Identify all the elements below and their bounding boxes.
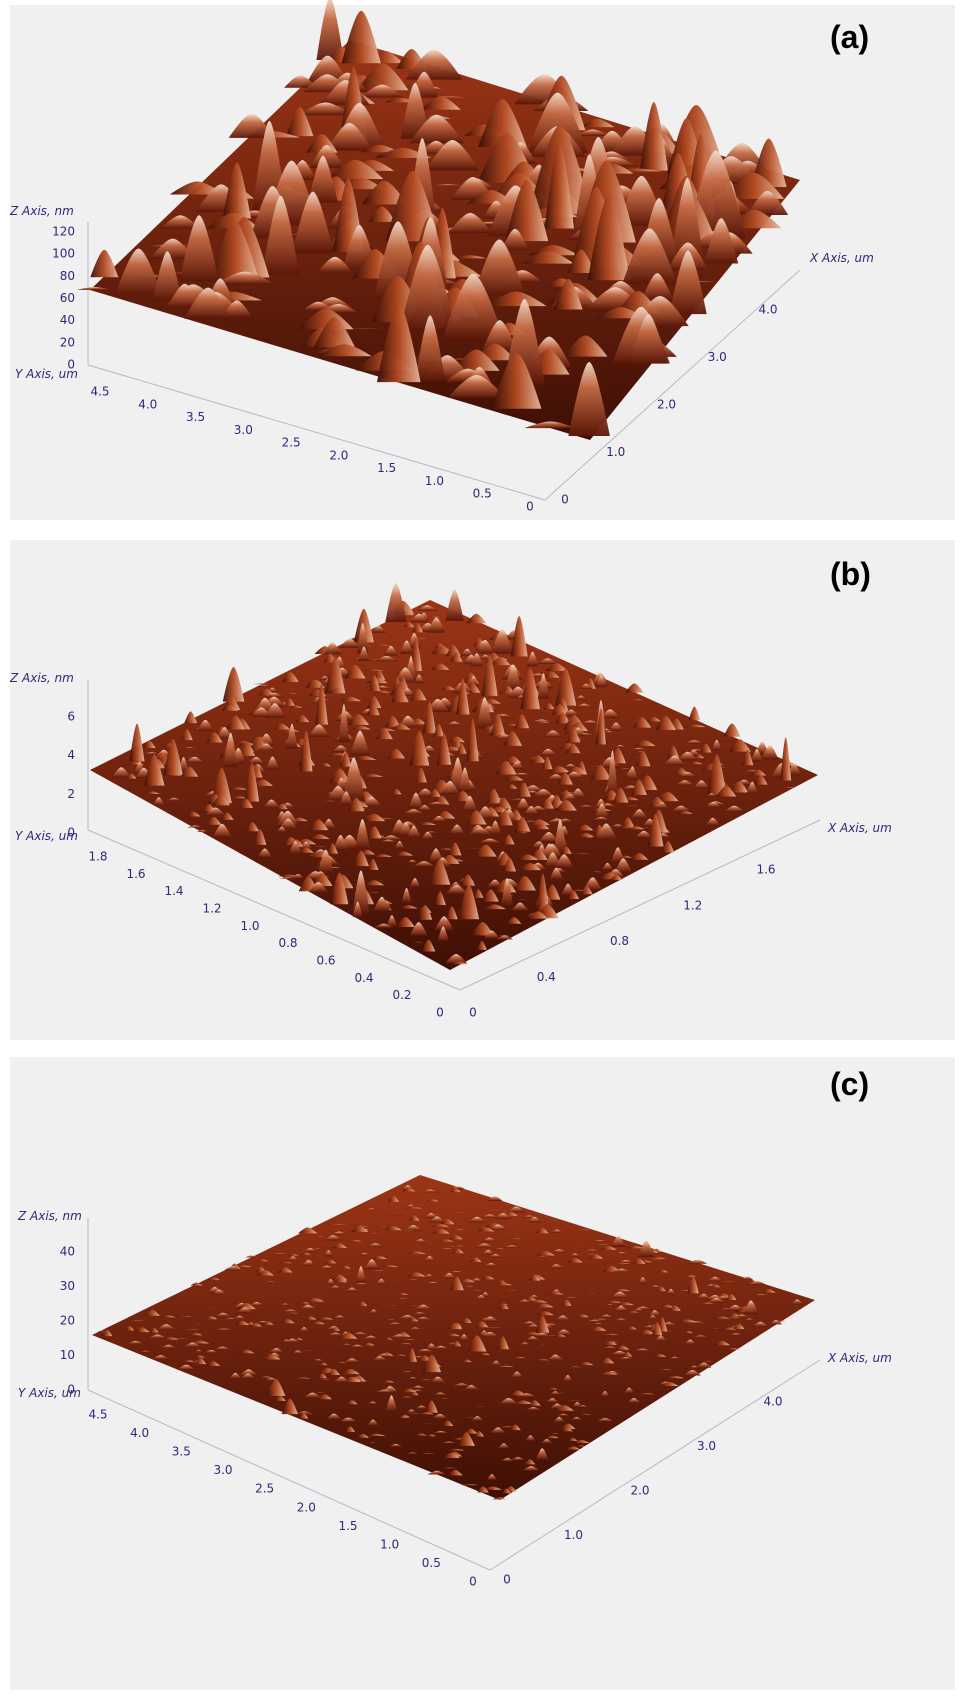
z-tick-label: 10 xyxy=(60,1348,75,1362)
y-axis-title: Y Axis, um xyxy=(15,367,78,381)
x-tick-label: 0.8 xyxy=(610,934,629,948)
y-axis-title: Y Axis, um xyxy=(15,829,78,843)
x-tick-label: 0 xyxy=(469,1006,477,1020)
z-tick-label: 2 xyxy=(67,787,75,801)
y-tick-label: 4.5 xyxy=(88,1408,107,1422)
y-tick-label: 0 xyxy=(526,500,534,514)
y-tick-label: 1.5 xyxy=(377,461,396,475)
x-tick-label: 2.0 xyxy=(657,398,676,412)
z-tick-label: 100 xyxy=(52,247,75,261)
z-tick-label: 80 xyxy=(60,269,75,283)
z-tick-label: 6 xyxy=(67,710,75,724)
x-tick-label: 0 xyxy=(561,493,569,507)
y-tick-label: 1.6 xyxy=(126,867,145,881)
y-tick-label: 2.0 xyxy=(329,448,348,462)
y-tick-label: 3.0 xyxy=(234,423,253,437)
panel-label: (c) xyxy=(830,1066,869,1102)
z-tick-label: 120 xyxy=(52,225,75,239)
x-tick-label: 0 xyxy=(503,1573,511,1587)
x-tick-label: 2.0 xyxy=(630,1484,649,1498)
z-tick-label: 20 xyxy=(60,335,75,349)
x-tick-label: 0.4 xyxy=(537,970,556,984)
panel-label: (a) xyxy=(830,19,869,55)
y-tick-label: 0.6 xyxy=(316,954,335,968)
z-axis-title: Z Axis, nm xyxy=(9,671,74,685)
y-tick-label: 3.5 xyxy=(186,410,205,424)
z-tick-label: 4 xyxy=(67,748,75,762)
y-tick-label: 1.4 xyxy=(164,884,183,898)
x-axis-title: X Axis, um xyxy=(809,251,874,265)
z-tick-label: 60 xyxy=(60,291,75,305)
x-tick-label: 4.0 xyxy=(763,1395,782,1409)
y-tick-label: 4.5 xyxy=(90,385,109,399)
page: 0204060801001204.54.03.53.02.52.01.51.00… xyxy=(0,0,962,1696)
z-axis-title: Z Axis, nm xyxy=(9,204,74,218)
x-tick-label: 1.2 xyxy=(683,898,702,912)
z-tick-label: 30 xyxy=(60,1279,75,1293)
x-axis-title: X Axis, um xyxy=(827,821,892,835)
y-tick-label: 1.0 xyxy=(380,1537,399,1551)
y-tick-label: 2.0 xyxy=(297,1500,316,1514)
y-tick-label: 3.5 xyxy=(172,1445,191,1459)
y-tick-label: 1.2 xyxy=(202,902,221,916)
x-tick-label: 1.0 xyxy=(564,1528,583,1542)
y-tick-label: 2.5 xyxy=(282,436,301,450)
y-tick-label: 1.8 xyxy=(88,850,107,864)
y-tick-label: 4.0 xyxy=(130,1426,149,1440)
y-tick-label: 4.0 xyxy=(138,397,157,411)
y-tick-label: 0.2 xyxy=(392,988,411,1002)
y-tick-label: 0.8 xyxy=(278,936,297,950)
y-tick-label: 1.0 xyxy=(425,474,444,488)
x-tick-label: 1.0 xyxy=(606,445,625,459)
y-tick-label: 0.4 xyxy=(354,971,373,985)
x-axis-title: X Axis, um xyxy=(827,1351,892,1365)
y-tick-label: 0 xyxy=(436,1006,444,1020)
x-tick-label: 1.6 xyxy=(756,863,775,877)
figure: 0204060801001204.54.03.53.02.52.01.51.00… xyxy=(0,0,962,1696)
z-tick-label: 20 xyxy=(60,1314,75,1328)
x-tick-label: 3.0 xyxy=(697,1439,716,1453)
y-tick-label: 0 xyxy=(469,1575,477,1589)
y-tick-label: 1.0 xyxy=(240,919,259,933)
x-tick-label: 3.0 xyxy=(708,350,727,364)
z-axis-title: Z Axis, nm xyxy=(17,1209,82,1223)
y-tick-label: 0.5 xyxy=(473,487,492,501)
y-axis-title: Y Axis, um xyxy=(18,1386,81,1400)
z-tick-label: 40 xyxy=(60,1245,75,1259)
y-tick-label: 2.5 xyxy=(255,1482,274,1496)
y-tick-label: 1.5 xyxy=(338,1519,357,1533)
panel-label: (b) xyxy=(830,556,871,592)
y-tick-label: 0.5 xyxy=(422,1556,441,1570)
z-tick-label: 40 xyxy=(60,313,75,327)
x-tick-label: 4.0 xyxy=(758,303,777,317)
y-tick-label: 3.0 xyxy=(213,1463,232,1477)
